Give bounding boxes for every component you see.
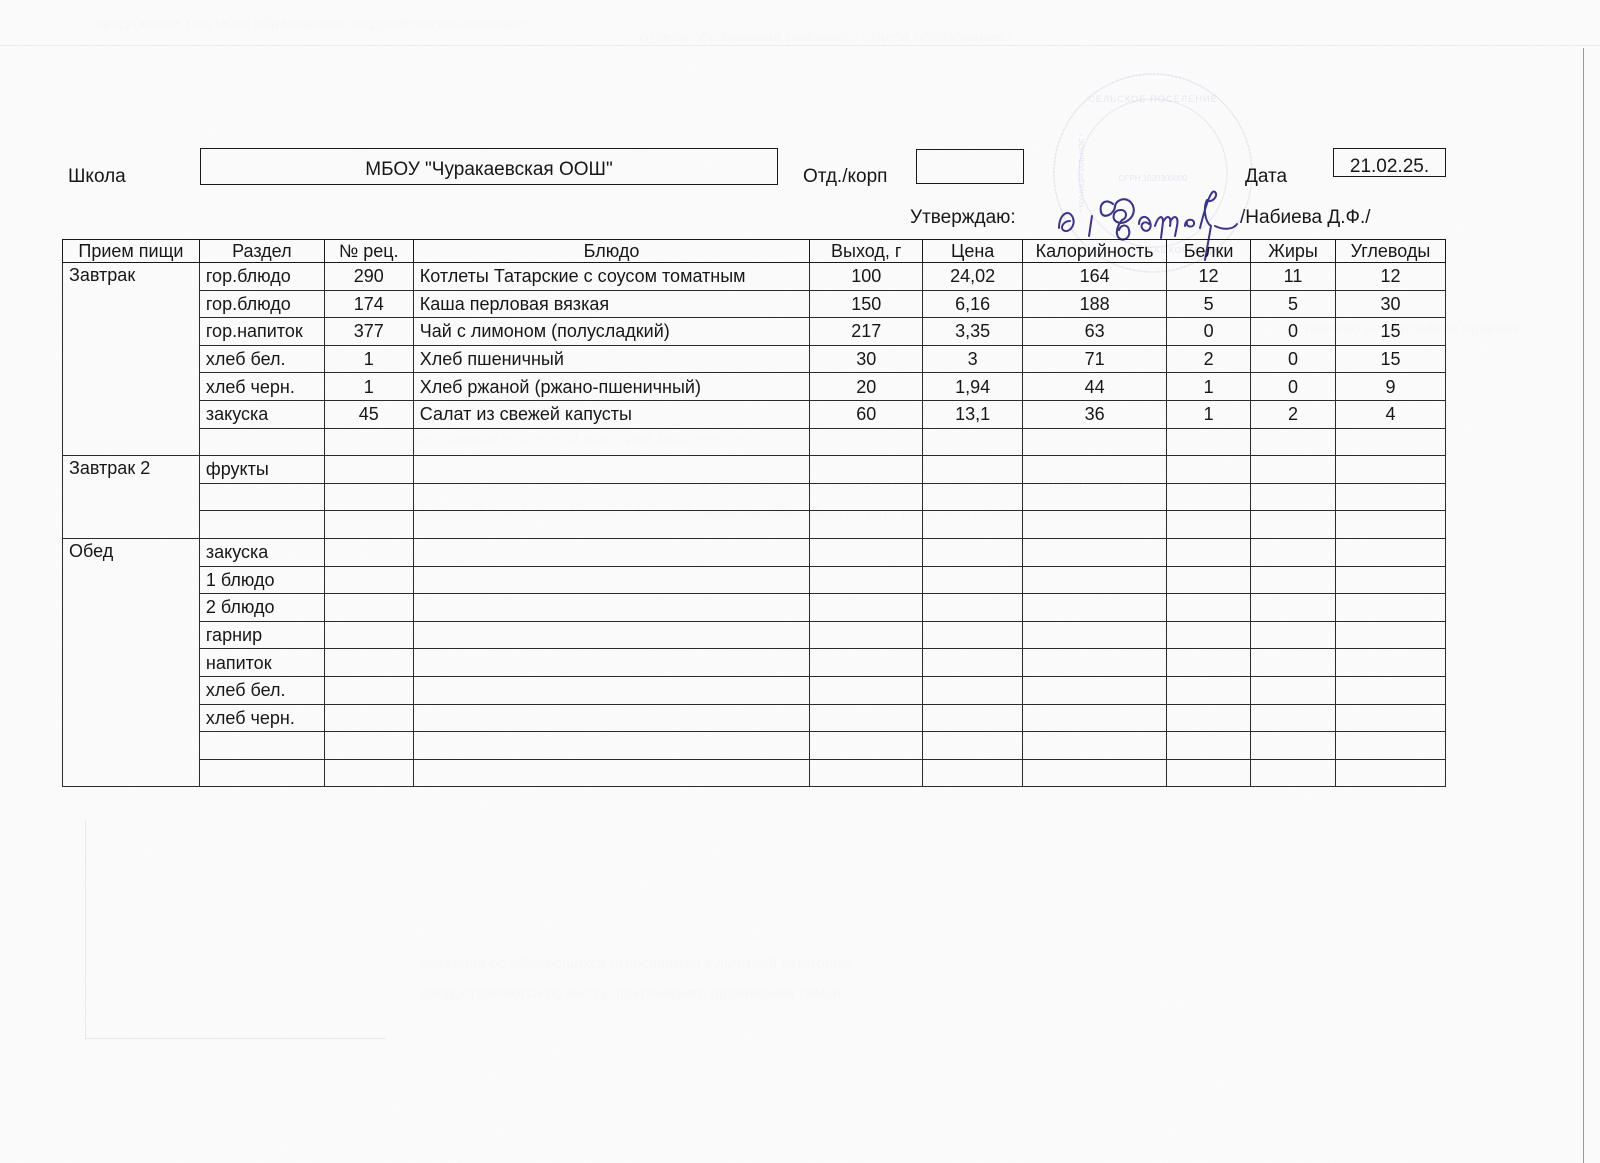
svg-text:СЕЛЬСКОЕ ПОСЕЛЕНИЕ: СЕЛЬСКОЕ ПОСЕЛЕНИЕ bbox=[1088, 94, 1218, 104]
